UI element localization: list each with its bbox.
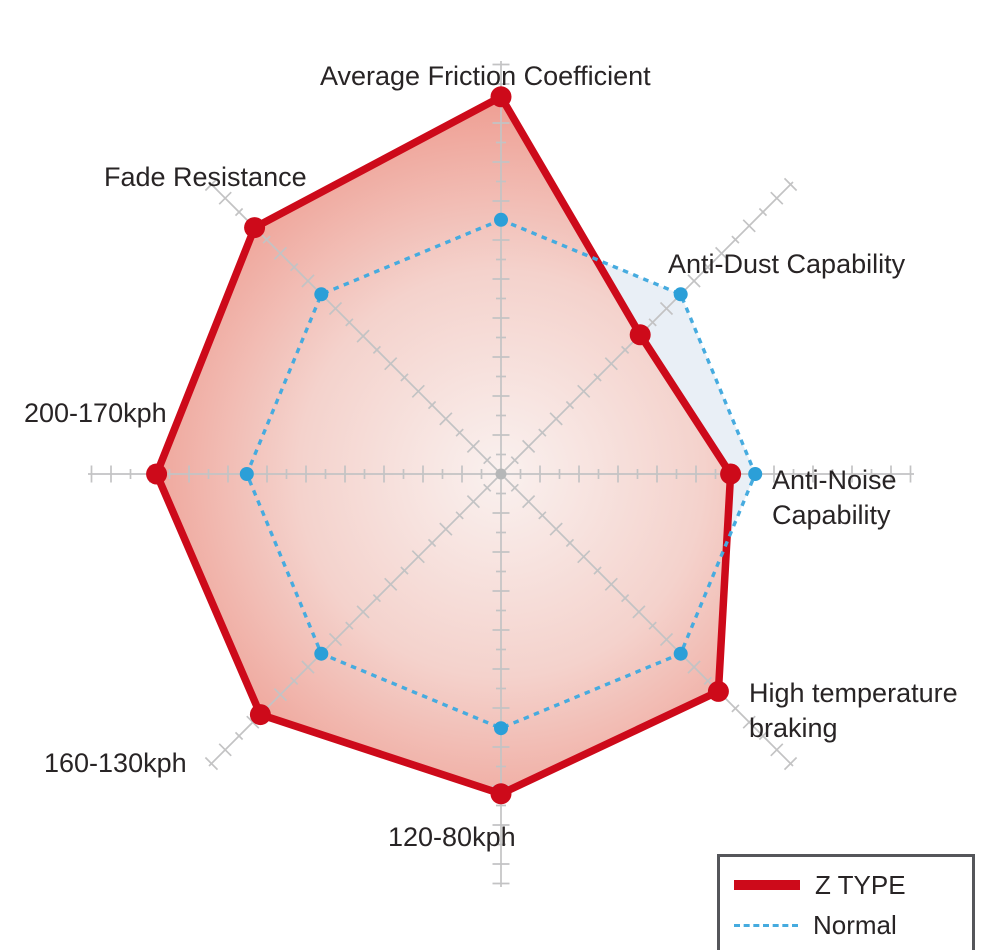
series-ztype-markers [146, 86, 742, 805]
series-normal-markers [239, 212, 763, 736]
legend-swatch-normal-line [734, 923, 798, 927]
axis-label-fade-resistance: Fade Resistance [104, 162, 307, 192]
axis-label-anti-dust: Anti-Dust Capability [668, 249, 906, 279]
legend-swatch-ztype-line [734, 880, 800, 890]
legend-item-ztype: Z TYPE [734, 870, 906, 900]
axis-label-high-temp-braking: High temperature braking [749, 678, 958, 743]
axis-label-120-80kph: 120-80kph [388, 822, 516, 852]
axis-label-average-friction: Average Friction Coefficient [320, 61, 651, 91]
axis-label-anti-noise: Anti-Noise Capability [772, 465, 897, 530]
legend-label-normal: Normal [813, 909, 897, 940]
center-dot [495, 468, 507, 480]
legend-item-normal: Normal [734, 910, 897, 940]
legend-label-ztype: Z TYPE [815, 869, 906, 900]
axis-label-200-170kph: 200-170kph [24, 398, 167, 428]
legend: Z TYPE Normal [717, 854, 975, 950]
series-ztype-area [156, 96, 731, 794]
axis-label-160-130kph: 160-130kph [44, 748, 187, 778]
